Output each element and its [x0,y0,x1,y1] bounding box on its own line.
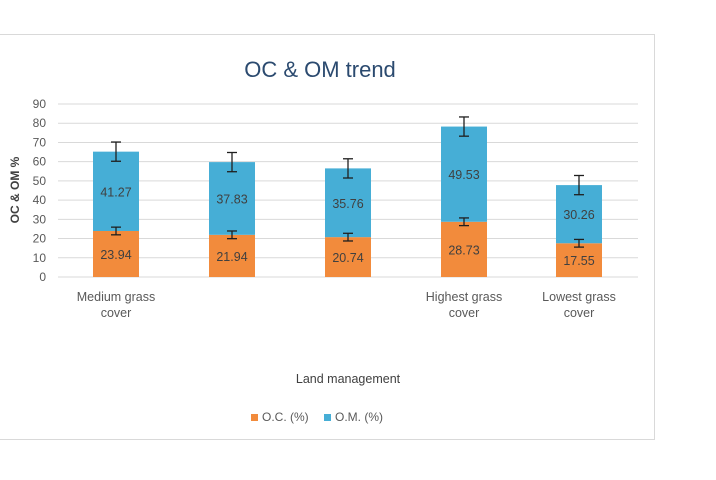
y-tick-label: 60 [33,155,47,169]
y-tick-label: 10 [33,251,47,265]
error-bar-oc [111,226,121,236]
x-axis-title: Land management [296,372,401,386]
legend-swatch [251,414,258,421]
bar-oc [556,243,602,277]
bar-om [93,151,139,231]
y-tick-label: 80 [33,116,47,130]
data-label-om: 35.76 [332,197,363,211]
error-bar-om [574,174,584,196]
bars: 23.94 41.27 21.94 37.83 20.74 35.76 28.73 49.53… [93,116,602,277]
y-tick-label: 30 [33,212,47,226]
y-tick-label: 0 [39,270,46,284]
error-bar-om [227,151,237,173]
legend-swatch [324,414,331,421]
x-tick-label: Lowest grass [542,290,616,304]
x-tick-label: cover [449,306,480,320]
chart-title: OC & OM trend [244,57,396,82]
error-bar-oc [574,238,584,248]
data-label-oc: 23.94 [100,248,131,262]
data-label-oc: 28.73 [448,243,479,257]
error-bar-oc [343,232,353,242]
bar-oc [93,230,139,277]
legend-label: O.C. (%) [262,410,309,424]
x-tick-label: cover [564,306,595,320]
x-tick-label: Medium grass [77,290,156,304]
bar-om [441,126,487,222]
error-bar-om [343,158,353,179]
error-bar-oc [227,230,237,240]
data-label-oc: 17.55 [563,254,594,268]
data-label-om: 49.53 [448,168,479,182]
data-label-om: 41.27 [100,185,131,199]
bar-oc [209,234,255,277]
error-bar-om [111,141,121,162]
y-tick-label: 20 [33,232,47,246]
error-bar-oc [459,217,469,227]
y-axis-ticks: 0 10 20 30 40 50 60 70 80 90 [33,97,47,284]
bar-om [209,162,255,235]
bar-oc [325,237,371,277]
bar-oc [441,221,487,277]
y-axis-title: OC & OM % [8,156,22,223]
x-tick-label: Highest grass [426,290,502,304]
x-tick-label: cover [101,306,132,320]
legend-label: O.M. (%) [335,410,383,424]
legend: O.C. (%) O.M. (%) [251,410,383,424]
y-tick-label: 40 [33,193,47,207]
bar-om [325,168,371,238]
data-label-om: 37.83 [216,192,247,206]
data-label-oc: 20.74 [332,251,363,265]
category-labels: Medium grass cover Highest grass cover Lowes… [77,290,616,320]
error-bar-om [459,116,469,137]
data-label-oc: 21.94 [216,250,247,264]
y-tick-label: 50 [33,174,47,188]
y-tick-label: 70 [33,135,47,149]
y-tick-label: 90 [33,97,47,111]
data-label-om: 30.26 [563,208,594,222]
